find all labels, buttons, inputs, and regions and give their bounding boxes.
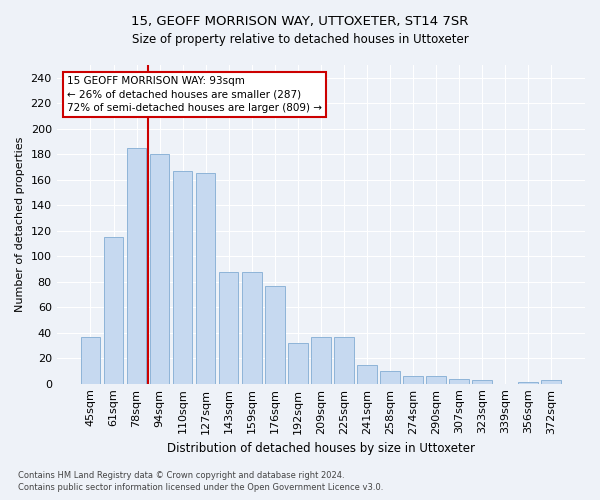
- Bar: [127, 148, 146, 384]
- Bar: [472, 380, 492, 384]
- Text: 15, GEOFF MORRISON WAY, UTTOXETER, ST14 7SR: 15, GEOFF MORRISON WAY, UTTOXETER, ST14 …: [131, 15, 469, 28]
- Text: Size of property relative to detached houses in Uttoxeter: Size of property relative to detached ho…: [131, 32, 469, 46]
- Y-axis label: Number of detached properties: Number of detached properties: [15, 136, 25, 312]
- Bar: [219, 272, 238, 384]
- Text: Contains HM Land Registry data © Crown copyright and database right 2024.
Contai: Contains HM Land Registry data © Crown c…: [18, 471, 383, 492]
- Bar: [265, 286, 284, 384]
- X-axis label: Distribution of detached houses by size in Uttoxeter: Distribution of detached houses by size …: [167, 442, 475, 455]
- Bar: [173, 171, 193, 384]
- Bar: [311, 336, 331, 384]
- Bar: [196, 174, 215, 384]
- Bar: [426, 376, 446, 384]
- Bar: [380, 371, 400, 384]
- Bar: [288, 343, 308, 384]
- Bar: [403, 376, 423, 384]
- Bar: [334, 336, 353, 384]
- Bar: [80, 336, 100, 384]
- Bar: [449, 378, 469, 384]
- Bar: [150, 154, 169, 384]
- Bar: [518, 382, 538, 384]
- Bar: [242, 272, 262, 384]
- Text: 15 GEOFF MORRISON WAY: 93sqm
← 26% of detached houses are smaller (287)
72% of s: 15 GEOFF MORRISON WAY: 93sqm ← 26% of de…: [67, 76, 322, 112]
- Bar: [104, 237, 123, 384]
- Bar: [541, 380, 561, 384]
- Bar: [357, 364, 377, 384]
